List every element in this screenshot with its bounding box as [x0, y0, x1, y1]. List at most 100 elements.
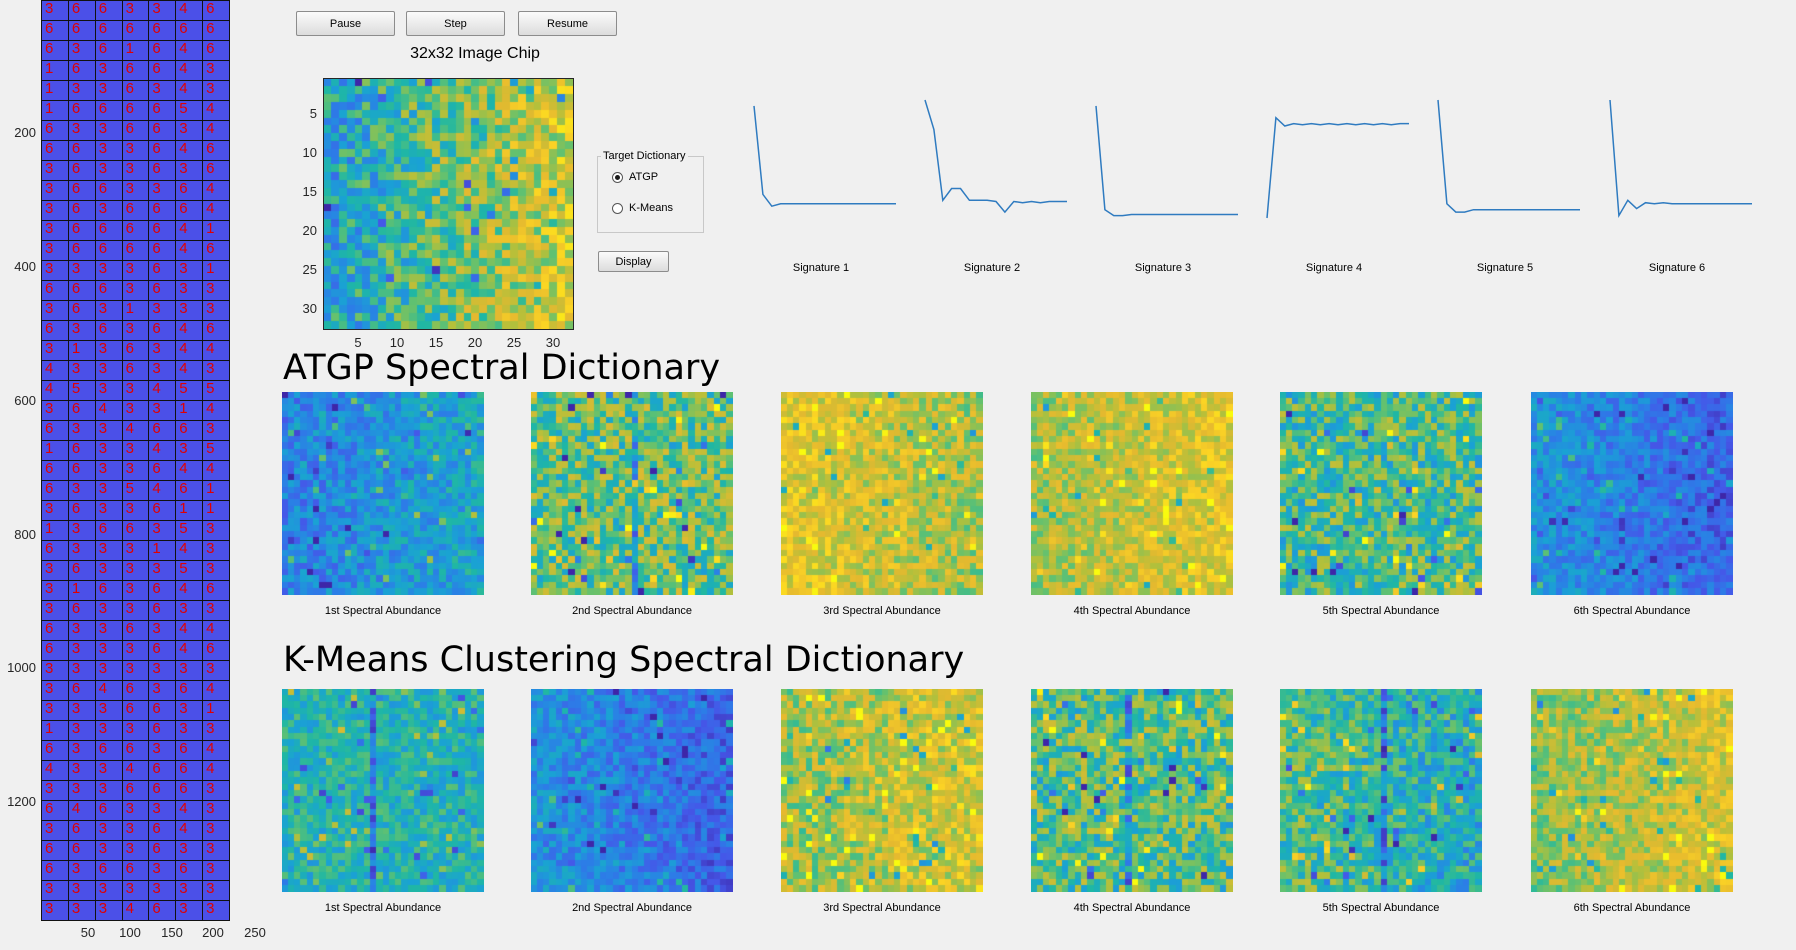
chip-y-tick: 20 — [302, 223, 317, 238]
strip-cell: 6 — [67, 600, 96, 621]
strip-cell: 3 — [41, 160, 69, 181]
strip-cell: 6 — [41, 620, 69, 641]
strip-cell: 6 — [121, 340, 150, 361]
strip-cell: 3 — [121, 540, 150, 561]
strip-cell: 6 — [148, 160, 177, 181]
strip-cell: 6 — [41, 860, 69, 881]
strip-cell: 3 — [94, 360, 123, 381]
strip-cell: 6 — [41, 540, 69, 561]
strip-cell: 6 — [148, 140, 177, 161]
strip-cell: 3 — [94, 160, 123, 181]
strip-y-tick: 200 — [14, 125, 36, 140]
strip-cell: 3 — [121, 720, 150, 741]
target-dictionary-title: Target Dictionary — [601, 150, 688, 162]
strip-cell: 1 — [41, 720, 69, 741]
signature-plot — [1095, 105, 1238, 217]
strip-cell: 4 — [175, 140, 204, 161]
strip-cell: 6 — [41, 800, 69, 821]
strip-cell: 1 — [121, 40, 150, 61]
strip-cell: 3 — [148, 740, 177, 761]
strip-cell: 3 — [202, 900, 230, 921]
strip-cell: 3 — [202, 520, 230, 541]
strip-cell: 4 — [202, 180, 230, 201]
resume-button[interactable]: Resume — [518, 11, 617, 36]
strip-cell: 3 — [202, 540, 230, 561]
chip-title: 32x32 Image Chip — [410, 45, 540, 62]
strip-cell: 1 — [41, 100, 69, 121]
strip-cell: 1 — [67, 340, 96, 361]
pause-button[interactable]: Pause — [296, 11, 395, 36]
strip-cell: 6 — [175, 200, 204, 221]
abundance-map — [1031, 689, 1233, 892]
strip-cell: 3 — [67, 780, 96, 801]
strip-cell: 6 — [121, 60, 150, 81]
strip-cell: 3 — [202, 300, 230, 321]
radio-atgp-label[interactable]: ATGP — [629, 171, 659, 183]
strip-cell: 4 — [41, 360, 69, 381]
strip-cell: 6 — [202, 640, 230, 661]
strip-cell: 6 — [121, 220, 150, 241]
strip-cell: 3 — [148, 520, 177, 541]
signature-line — [1609, 99, 1752, 219]
strip-cell: 3 — [94, 500, 123, 521]
signature-label: Signature 5 — [1476, 262, 1534, 274]
strip-cell: 6 — [67, 460, 96, 481]
strip-cell: 4 — [94, 400, 123, 421]
strip-cell: 3 — [67, 860, 96, 881]
radio-kmeans-label[interactable]: K-Means — [629, 202, 674, 214]
strip-cell: 6 — [67, 20, 96, 41]
abundance-label: 2nd Spectral Abundance — [572, 902, 692, 914]
step-button[interactable]: Step — [406, 11, 505, 36]
strip-cell: 6 — [67, 820, 96, 841]
strip-cell: 6 — [67, 400, 96, 421]
abundance-map — [531, 689, 733, 892]
strip-cell: 6 — [67, 280, 96, 301]
strip-cell: 6 — [121, 700, 150, 721]
strip-cell: 3 — [67, 740, 96, 761]
strip-cell: 6 — [94, 520, 123, 541]
strip-cell: 3 — [121, 140, 150, 161]
strip-cell: 6 — [94, 320, 123, 341]
strip-cell: 6 — [148, 100, 177, 121]
strip-cell: 3 — [175, 900, 204, 921]
chip-x-tick: 10 — [389, 335, 405, 350]
strip-cell: 6 — [148, 580, 177, 601]
strip-cell: 1 — [202, 260, 230, 281]
strip-cell: 6 — [202, 140, 230, 161]
strip-cell: 3 — [175, 700, 204, 721]
strip-cell: 6 — [121, 520, 150, 541]
strip-cell: 4 — [202, 100, 230, 121]
strip-cell: 6 — [175, 780, 204, 801]
radio-kmeans-indicator[interactable] — [612, 203, 623, 214]
strip-cell: 6 — [41, 740, 69, 761]
kmeans-section-title: K-Means Clustering Spectral Dictionary — [283, 640, 965, 680]
strip-cell: 4 — [148, 380, 177, 401]
radio-atgp-indicator[interactable] — [612, 172, 623, 183]
strip-cell: 6 — [67, 180, 96, 201]
strip-cell: 6 — [94, 0, 123, 21]
display-button[interactable]: Display — [598, 251, 669, 272]
strip-cell: 1 — [121, 300, 150, 321]
strip-cell: 4 — [175, 620, 204, 641]
strip-cell: 3 — [67, 320, 96, 341]
strip-cell: 3 — [94, 260, 123, 281]
signature-plot — [1437, 99, 1580, 213]
strip-cell: 3 — [202, 80, 230, 101]
strip-cell: 3 — [175, 440, 204, 461]
strip-cell: 3 — [202, 860, 230, 881]
strip-cell: 3 — [202, 720, 230, 741]
strip-cell: 4 — [175, 640, 204, 661]
strip-cell: 3 — [202, 800, 230, 821]
chip-y-tick: 30 — [302, 301, 317, 316]
chip-x-tick: 25 — [506, 335, 522, 350]
strip-cell: 6 — [94, 580, 123, 601]
strip-cell: 1 — [41, 520, 69, 541]
strip-cell: 4 — [175, 240, 204, 261]
strip-cell: 4 — [175, 60, 204, 81]
strip-cell: 3 — [121, 280, 150, 301]
strip-cell: 6 — [67, 500, 96, 521]
strip-cell: 3 — [94, 540, 123, 561]
signature-plot — [1609, 99, 1752, 219]
strip-cell: 3 — [94, 840, 123, 861]
